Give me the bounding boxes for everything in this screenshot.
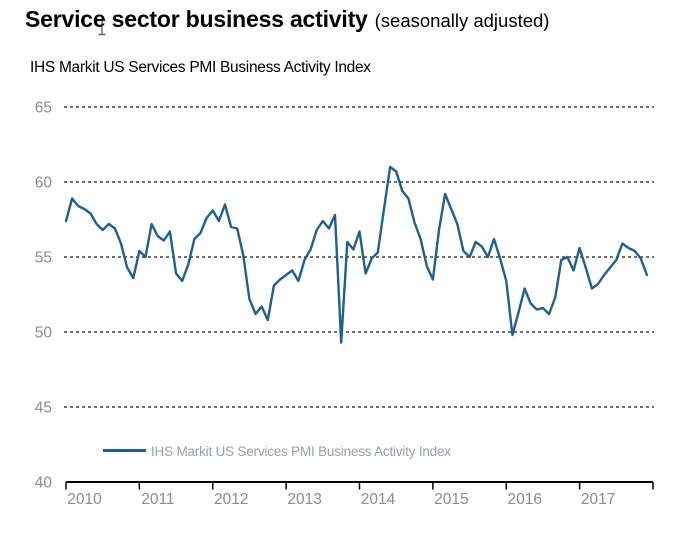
x-tick-label-2011: 2011 bbox=[141, 491, 174, 508]
y-tick-label-45: 45 bbox=[35, 400, 52, 417]
x-axis bbox=[65, 481, 654, 490]
y-tick-label-65: 65 bbox=[35, 100, 52, 117]
legend-label: IHS Markit US Services PMI Business Acti… bbox=[151, 444, 451, 459]
y-axis-labels: 40 45 50 55 60 65 bbox=[35, 100, 53, 492]
y-tick-label-55: 55 bbox=[35, 250, 52, 267]
chart-title-row: Service sector business activity (seasona… bbox=[25, 6, 549, 33]
x-tick-label-2016: 2016 bbox=[508, 491, 542, 508]
x-tick-label-2017: 2017 bbox=[581, 491, 615, 508]
y-tick-label-40: 40 bbox=[35, 475, 53, 492]
page-title: Service sector business activity bbox=[25, 6, 368, 32]
y-tick-label-50: 50 bbox=[35, 325, 53, 342]
x-axis-labels: 2010 2011 2012 2013 2014 2015 2016 2017 bbox=[67, 491, 615, 508]
x-tick-label-2012: 2012 bbox=[214, 491, 248, 508]
y-tick-label-60: 60 bbox=[35, 175, 53, 192]
x-tick-label-2015: 2015 bbox=[434, 491, 468, 508]
pmi-series-line bbox=[64, 165, 649, 344]
text-cursor-icon bbox=[96, 19, 108, 36]
chart-subtitle: IHS Markit US Services PMI Business Acti… bbox=[30, 59, 371, 76]
x-tick-label-2010: 2010 bbox=[67, 491, 102, 508]
page-title-qualifier: (seasonally adjusted) bbox=[374, 10, 550, 31]
x-tick-label-2013: 2013 bbox=[287, 491, 321, 508]
x-tick-label-2014: 2014 bbox=[361, 491, 396, 508]
gridlines bbox=[64, 106, 654, 408]
